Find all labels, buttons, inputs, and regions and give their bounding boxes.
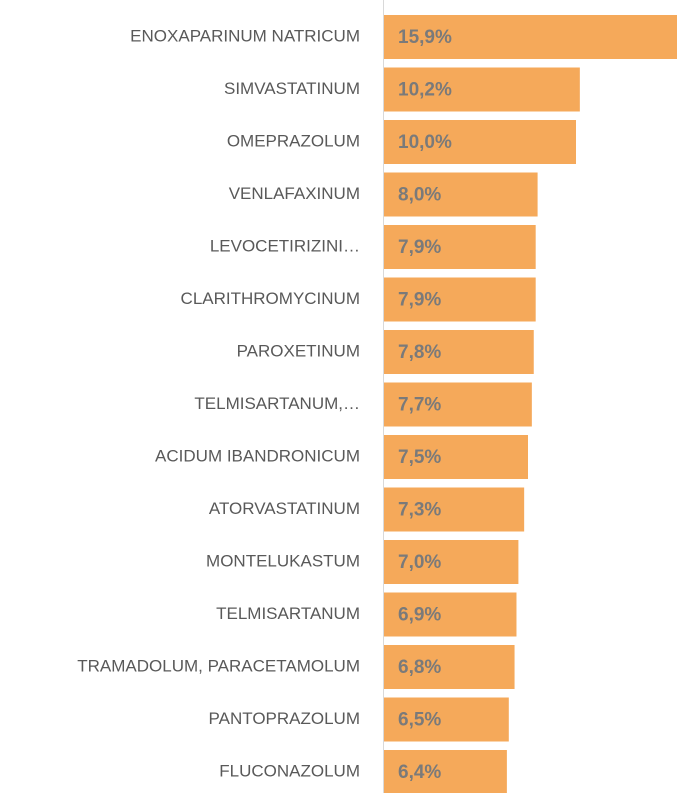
- category-label: ENOXAPARINUM NATRICUM: [130, 26, 360, 45]
- data-label: 6,9%: [398, 605, 441, 626]
- bar: [384, 382, 532, 427]
- data-label: 7,9%: [398, 237, 441, 258]
- data-label: 7,9%: [398, 290, 441, 311]
- bar: [384, 592, 517, 637]
- data-label: 7,3%: [398, 500, 441, 521]
- data-label: 7,7%: [398, 395, 441, 416]
- category-label: FLUCONAZOLUM: [219, 761, 360, 780]
- data-label: 7,0%: [398, 552, 441, 573]
- bar: [384, 172, 538, 217]
- category-label: PAROXETINUM: [237, 341, 360, 360]
- bar: [384, 750, 507, 793]
- category-label: PANTOPRAZOLUM: [209, 709, 360, 728]
- data-label: 10,2%: [398, 80, 452, 101]
- bar: [384, 435, 528, 479]
- data-label: 6,4%: [398, 762, 441, 783]
- category-label: CLARITHROMYCINUM: [181, 289, 360, 308]
- data-label: 7,8%: [398, 342, 441, 363]
- category-label: TELMISARTANUM: [216, 604, 360, 623]
- bar: [384, 15, 677, 59]
- data-label: 6,5%: [398, 710, 441, 731]
- category-label: OMEPRAZOLUM: [227, 131, 360, 150]
- category-label: LEVOCETIRIZINI…: [210, 236, 360, 255]
- bar: [384, 540, 519, 584]
- bar: [384, 487, 525, 532]
- bar: [384, 120, 576, 164]
- data-label: 15,9%: [398, 27, 452, 48]
- bar: [384, 67, 580, 112]
- bar: [384, 330, 534, 374]
- category-label: SIMVASTATINUM: [224, 79, 360, 98]
- category-label: TELMISARTANUM,…: [194, 394, 360, 413]
- data-label: 10,0%: [398, 132, 452, 153]
- bar: [384, 697, 509, 742]
- data-label: 8,0%: [398, 185, 441, 206]
- bar: [384, 277, 536, 322]
- data-label: 6,8%: [398, 657, 441, 678]
- category-label: ACIDUM IBANDRONICUM: [155, 446, 360, 465]
- category-label: ATORVASTATINUM: [209, 499, 360, 518]
- bar: [384, 645, 515, 689]
- category-label: VENLAFAXINUM: [229, 184, 360, 203]
- category-label: MONTELUKASTUM: [206, 551, 360, 570]
- category-label: TRAMADOLUM, PARACETAMOLUM: [77, 656, 360, 675]
- data-label: 7,5%: [398, 447, 441, 468]
- bar: [384, 225, 536, 269]
